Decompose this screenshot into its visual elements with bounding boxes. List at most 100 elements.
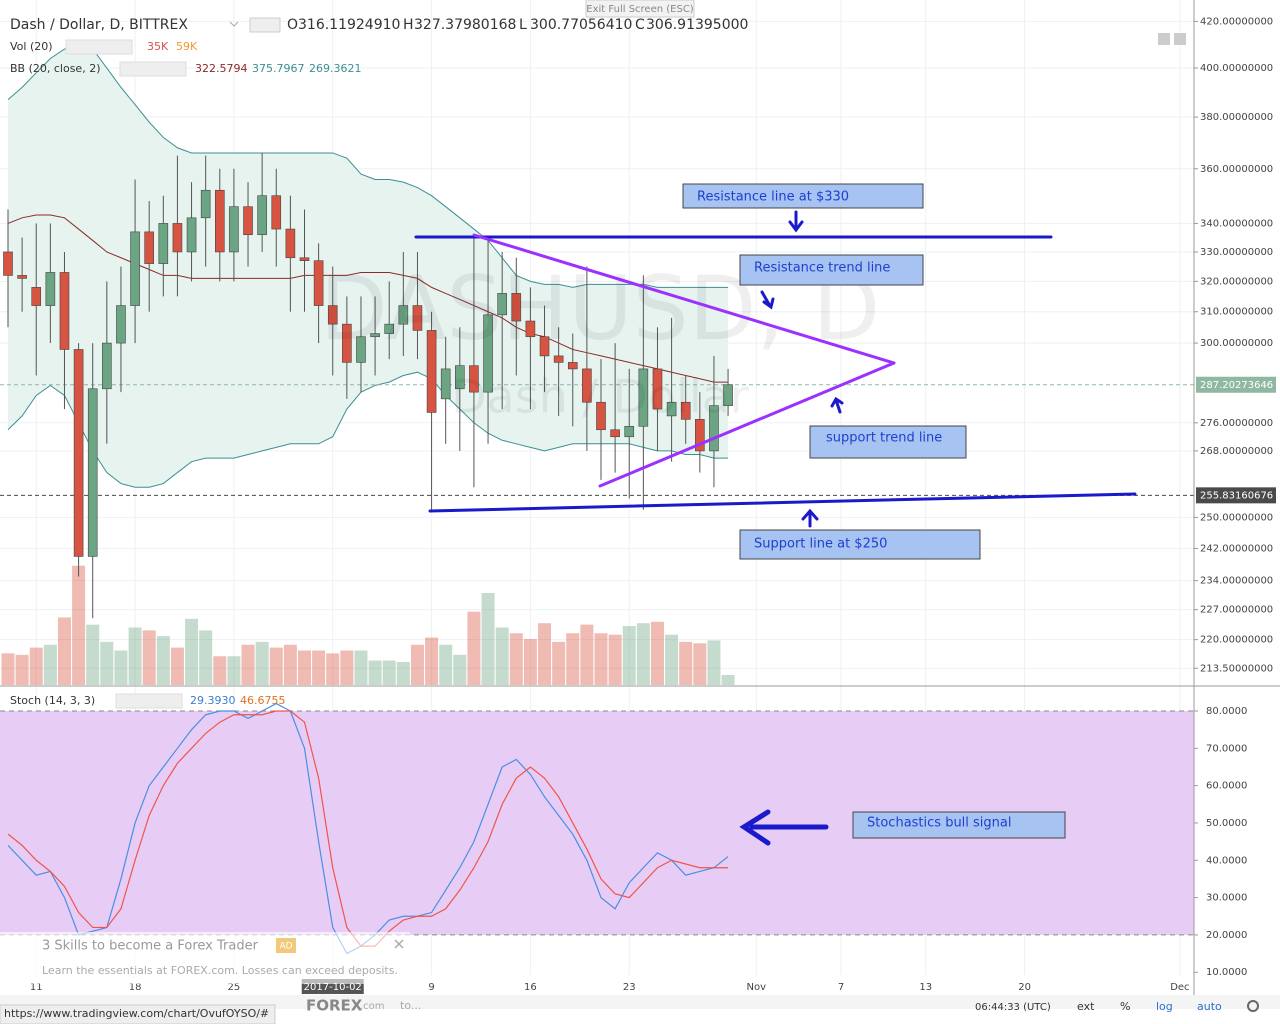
candle-body — [342, 323, 352, 363]
price-marker — [1196, 487, 1276, 504]
volume-bar — [255, 641, 269, 685]
candle-body — [214, 189, 225, 253]
volume-bar — [199, 630, 213, 685]
volume-bar — [1, 653, 15, 685]
y-tick-label: 300.00000000 — [1200, 338, 1273, 349]
toolbar[interactable] — [65, 39, 133, 55]
volume-bar — [523, 639, 537, 685]
y-tick-label: 380.00000000 — [1200, 112, 1273, 123]
bb-lower — [7, 371, 729, 488]
pane-button[interactable] — [1174, 33, 1186, 45]
volume-bar — [128, 627, 142, 685]
candle-body — [610, 429, 620, 438]
candle-body — [186, 217, 197, 253]
candle-body — [200, 189, 211, 219]
percent-button[interactable]: % — [1120, 1000, 1130, 1013]
dropdown[interactable] — [229, 21, 239, 27]
volume-bar — [340, 650, 354, 685]
volume-bar — [100, 641, 114, 685]
volume-bar — [72, 565, 86, 685]
candle-body — [440, 368, 451, 400]
volume-bar — [326, 653, 340, 685]
candle-body — [59, 272, 70, 350]
x-tick-label: 25 — [228, 982, 241, 993]
arrow — [788, 210, 804, 233]
volume-bar — [170, 647, 184, 685]
annotation: Resistance line at $330 — [697, 190, 849, 205]
volume-bar — [43, 644, 57, 685]
bb-value: 322.5794 — [195, 62, 248, 75]
logo: FOREX — [306, 997, 363, 1015]
x-tick-label: Nov — [747, 982, 767, 993]
candle-body — [525, 320, 536, 338]
volume-bar — [298, 650, 311, 685]
ohlc-value: 306.91395000 — [646, 17, 748, 33]
candle-body — [257, 195, 267, 236]
candle-body — [73, 349, 84, 557]
logo-suffix: .com — [360, 1001, 385, 1012]
y-tick-label: 30.0000 — [1206, 893, 1247, 904]
candle-body — [327, 305, 338, 325]
toolbar[interactable] — [249, 17, 281, 33]
ad[interactable] — [0, 932, 410, 984]
volume-bar — [509, 633, 523, 685]
exit-text: Exit Full Screen (ESC) — [586, 4, 694, 15]
volume-bar — [650, 621, 664, 685]
volume-bar — [227, 656, 241, 685]
volume-bar — [453, 654, 467, 685]
symbol: Dash / Dollar, D, BITTREX — [10, 17, 188, 33]
x-tick-label: 9 — [428, 982, 434, 993]
volume-bar — [269, 647, 283, 685]
volume-bar — [707, 640, 721, 685]
candle-body — [723, 384, 733, 406]
annotation: Stochastics bull signal — [867, 816, 1012, 831]
candle-body — [158, 223, 169, 264]
volume-bar — [156, 636, 170, 685]
volume-bar — [721, 674, 735, 685]
exit-fullscreen[interactable] — [585, 0, 695, 18]
candle-body — [87, 388, 98, 557]
price-marker-label: 287.20273646 — [1200, 380, 1273, 391]
volume-bar — [241, 644, 255, 685]
ad-close[interactable] — [394, 939, 404, 949]
candle-body — [511, 293, 522, 322]
clock: 06:44:33 (UTC) — [975, 1002, 1051, 1013]
volume-bar — [283, 644, 297, 685]
volume-bar — [594, 633, 608, 685]
settings[interactable] — [1247, 1000, 1259, 1012]
x-tick-label: 23 — [623, 982, 636, 993]
status-url — [0, 1004, 276, 1024]
toolbar[interactable] — [119, 61, 187, 77]
y-tick-label: 276.00000000 — [1200, 418, 1273, 429]
y-tick-label: 250.00000000 — [1200, 512, 1273, 523]
x-tick-label: 13 — [919, 982, 932, 993]
volume-bar — [425, 637, 439, 685]
ext-button[interactable]: ext — [1077, 1000, 1095, 1013]
candle-body — [666, 401, 677, 417]
volume-bar — [86, 624, 100, 685]
candle-body — [313, 260, 324, 306]
log-button[interactable]: log — [1156, 1000, 1173, 1013]
candle-body — [412, 305, 423, 331]
volume-bar — [552, 641, 566, 685]
candle-body — [130, 231, 140, 306]
volume-bar — [693, 643, 707, 685]
y-tick-label: 360.00000000 — [1200, 164, 1273, 175]
annotation: Support line at $250 — [754, 537, 887, 552]
volume-bar — [665, 634, 679, 685]
candle-body — [426, 330, 437, 413]
pane-button[interactable] — [1158, 33, 1170, 45]
volume-bar — [580, 624, 594, 685]
ad-tag: AD — [279, 942, 292, 952]
candle-body — [469, 365, 479, 393]
toolbar[interactable] — [115, 693, 183, 709]
candle-body — [553, 355, 564, 363]
bb-value: 375.7967 — [252, 62, 305, 75]
ad-text: Learn the essentials at FOREX.com. Losse… — [42, 964, 398, 977]
volume-bar — [213, 656, 227, 685]
candle-body — [539, 336, 550, 357]
auto-button[interactable]: auto — [1197, 1000, 1222, 1013]
candle-body — [455, 365, 465, 390]
candle-body — [299, 257, 310, 261]
candle-body — [680, 401, 691, 420]
